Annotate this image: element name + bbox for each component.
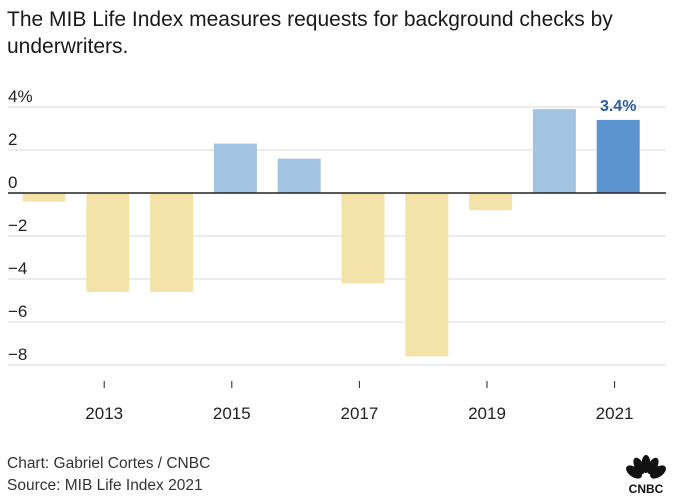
y-tick-label: −6 [8, 302, 27, 321]
x-tick-label: 2021 [596, 404, 634, 423]
bar-chart: 4% 2 0 −2 −4 −6 −8 3.4% 2013 2015 2017 2019 2021 [8, 87, 666, 423]
chart-title: The MIB Life Index measures requests for… [7, 8, 613, 58]
bar-2020 [532, 109, 576, 193]
y-tick-label: 4% [8, 87, 33, 106]
y-tick-label: −8 [8, 345, 27, 364]
bar-2017 [341, 193, 385, 284]
y-tick-label: −2 [8, 216, 27, 235]
bar-2019 [469, 193, 513, 211]
y-tick-label: 2 [8, 130, 17, 149]
bar-2014 [150, 193, 194, 292]
x-tick-label: 2017 [340, 404, 378, 423]
chart-source: Source: MIB Life Index 2021 [7, 477, 203, 494]
y-tick-label: −4 [8, 259, 27, 278]
bar-2012 [22, 193, 66, 202]
bar-2018 [405, 193, 449, 357]
y-tick-label: 0 [8, 173, 17, 192]
bar-2016 [277, 158, 321, 193]
chart-credit: Chart: Gabriel Cortes / CNBC [7, 455, 211, 472]
x-tick-label: 2019 [468, 404, 506, 423]
bar-2021 [596, 119, 640, 193]
svg-text:CNBC: CNBC [629, 482, 664, 496]
data-label-2021: 3.4% [600, 98, 636, 115]
bar-2013 [86, 193, 130, 292]
cnbc-peacock-logo: CNBC [622, 455, 670, 496]
x-tick-label: 2013 [85, 404, 123, 423]
bar-2015 [213, 143, 257, 193]
x-tick-label: 2015 [213, 404, 251, 423]
